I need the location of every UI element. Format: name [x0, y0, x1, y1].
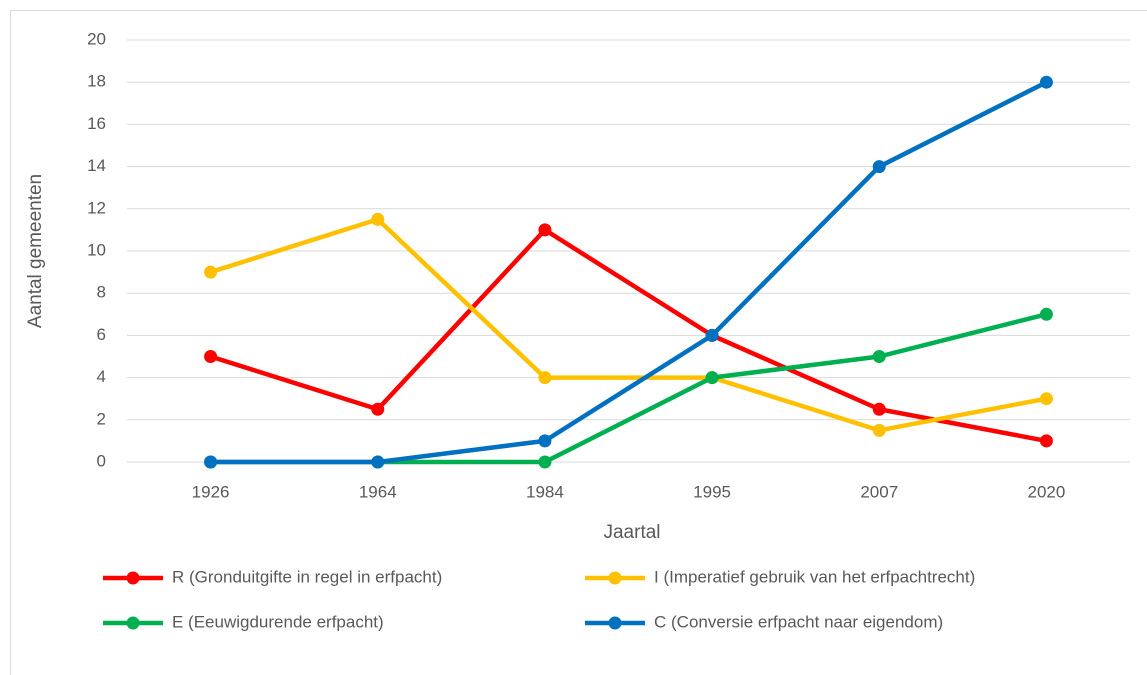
- legend-marker: [126, 571, 140, 585]
- data-point: [204, 350, 218, 363]
- data-point: [705, 371, 719, 385]
- data-point: [204, 455, 218, 469]
- data-point: [1039, 434, 1053, 448]
- data-point: [204, 265, 218, 279]
- series-line: [209, 227, 1047, 444]
- legend-label: E (Eeuwigdurende erfpacht): [172, 612, 384, 631]
- x-tick-label: 2007: [860, 482, 898, 501]
- y-tick-label: 8: [97, 283, 106, 302]
- data-point: [538, 455, 552, 469]
- y-tick-label: 12: [87, 198, 106, 217]
- legend-label: I (Imperatief gebruik van het erfpachtre…: [654, 567, 975, 586]
- series-line: [210, 80, 1048, 465]
- data-point: [705, 328, 719, 342]
- legend-marker: [608, 571, 622, 585]
- y-tick-label: 2: [97, 409, 106, 428]
- y-tick-label: 14: [87, 156, 106, 175]
- x-tick-label: 2020: [1028, 482, 1066, 501]
- legend-label: R (Gronduitgifte in regel in erfpacht): [172, 567, 442, 586]
- y-tick-label: 20: [87, 29, 106, 48]
- legend-label: C (Conversie erfpacht naar eigendom): [654, 612, 943, 631]
- x-axis-label: Jaartal: [603, 522, 660, 543]
- data-point: [872, 350, 886, 363]
- data-point: [872, 160, 886, 174]
- y-tick-label: 18: [87, 72, 106, 91]
- data-point: [538, 223, 552, 237]
- data-point: [1039, 392, 1053, 406]
- data-point: [1039, 75, 1053, 89]
- y-tick-label: 0: [97, 451, 106, 470]
- y-tick-label: 6: [97, 325, 106, 344]
- data-point: [872, 423, 886, 437]
- data-point: [538, 434, 552, 448]
- x-tick-label: 1964: [359, 482, 397, 501]
- data-point: [1039, 307, 1053, 321]
- data-point: [872, 402, 886, 416]
- legend-marker: [608, 616, 622, 630]
- x-tick-label: 1926: [192, 482, 230, 501]
- legend-marker: [126, 616, 140, 630]
- chart-frame: [10, 10, 1147, 675]
- data-point: [538, 371, 552, 385]
- series-line: [209, 217, 1047, 433]
- x-tick-label: 1984: [526, 482, 564, 501]
- y-tick-label: 10: [87, 240, 106, 259]
- data-point: [371, 455, 385, 469]
- y-axis-label: Aantal gemeenten: [25, 174, 46, 328]
- x-tick-label: 1995: [693, 482, 731, 501]
- y-tick-label: 16: [87, 114, 106, 133]
- data-point: [371, 212, 385, 226]
- data-point: [371, 402, 385, 416]
- y-tick-label: 4: [97, 367, 106, 386]
